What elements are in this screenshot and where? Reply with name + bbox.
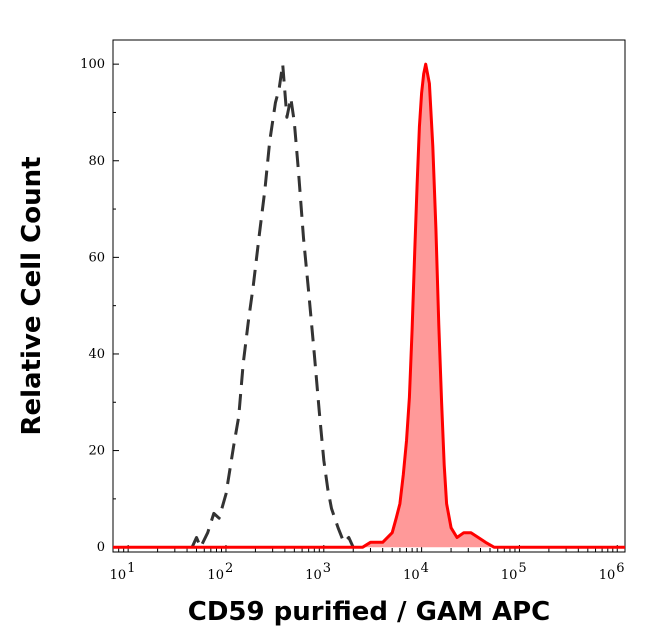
x-tick-exponent: 5 bbox=[518, 561, 526, 576]
y-tick-label: 80 bbox=[88, 154, 105, 169]
series-layer bbox=[113, 62, 625, 549]
x-tick-exponent: 3 bbox=[323, 561, 331, 576]
plot-frame bbox=[112, 39, 626, 553]
x-tick-label: 10 bbox=[305, 568, 322, 583]
x-axis-title: CD59 purified / GAM APC bbox=[188, 597, 551, 627]
series-2-area bbox=[113, 64, 625, 548]
x-tick-label: 10 bbox=[599, 568, 616, 583]
x-tick-label: 10 bbox=[207, 568, 224, 583]
x-tick-label: 10 bbox=[403, 568, 420, 583]
series-1-line bbox=[190, 62, 355, 549]
x-tick-exponent: 4 bbox=[421, 561, 429, 576]
y-axis-title: Relative Cell Count bbox=[17, 156, 47, 435]
y-tick-label: 100 bbox=[80, 57, 105, 72]
x-tick-exponent: 2 bbox=[225, 561, 233, 576]
x-tick-label: 10 bbox=[501, 568, 518, 583]
y-axis-ticks: 0 20 40 60 80 100 bbox=[80, 57, 119, 555]
y-tick-label: 60 bbox=[88, 250, 105, 265]
x-axis-ticks: 10 1 10 2 10 3 10 4 10 5 10 6 bbox=[110, 545, 625, 583]
x-tick-label: 10 bbox=[110, 568, 127, 583]
y-tick-label: 0 bbox=[97, 540, 105, 555]
y-tick-label: 20 bbox=[88, 444, 105, 459]
x-tick-exponent: 1 bbox=[127, 561, 135, 576]
series-2-line bbox=[113, 62, 625, 549]
y-tick-label: 40 bbox=[88, 347, 105, 362]
x-tick-exponent: 6 bbox=[616, 561, 624, 576]
